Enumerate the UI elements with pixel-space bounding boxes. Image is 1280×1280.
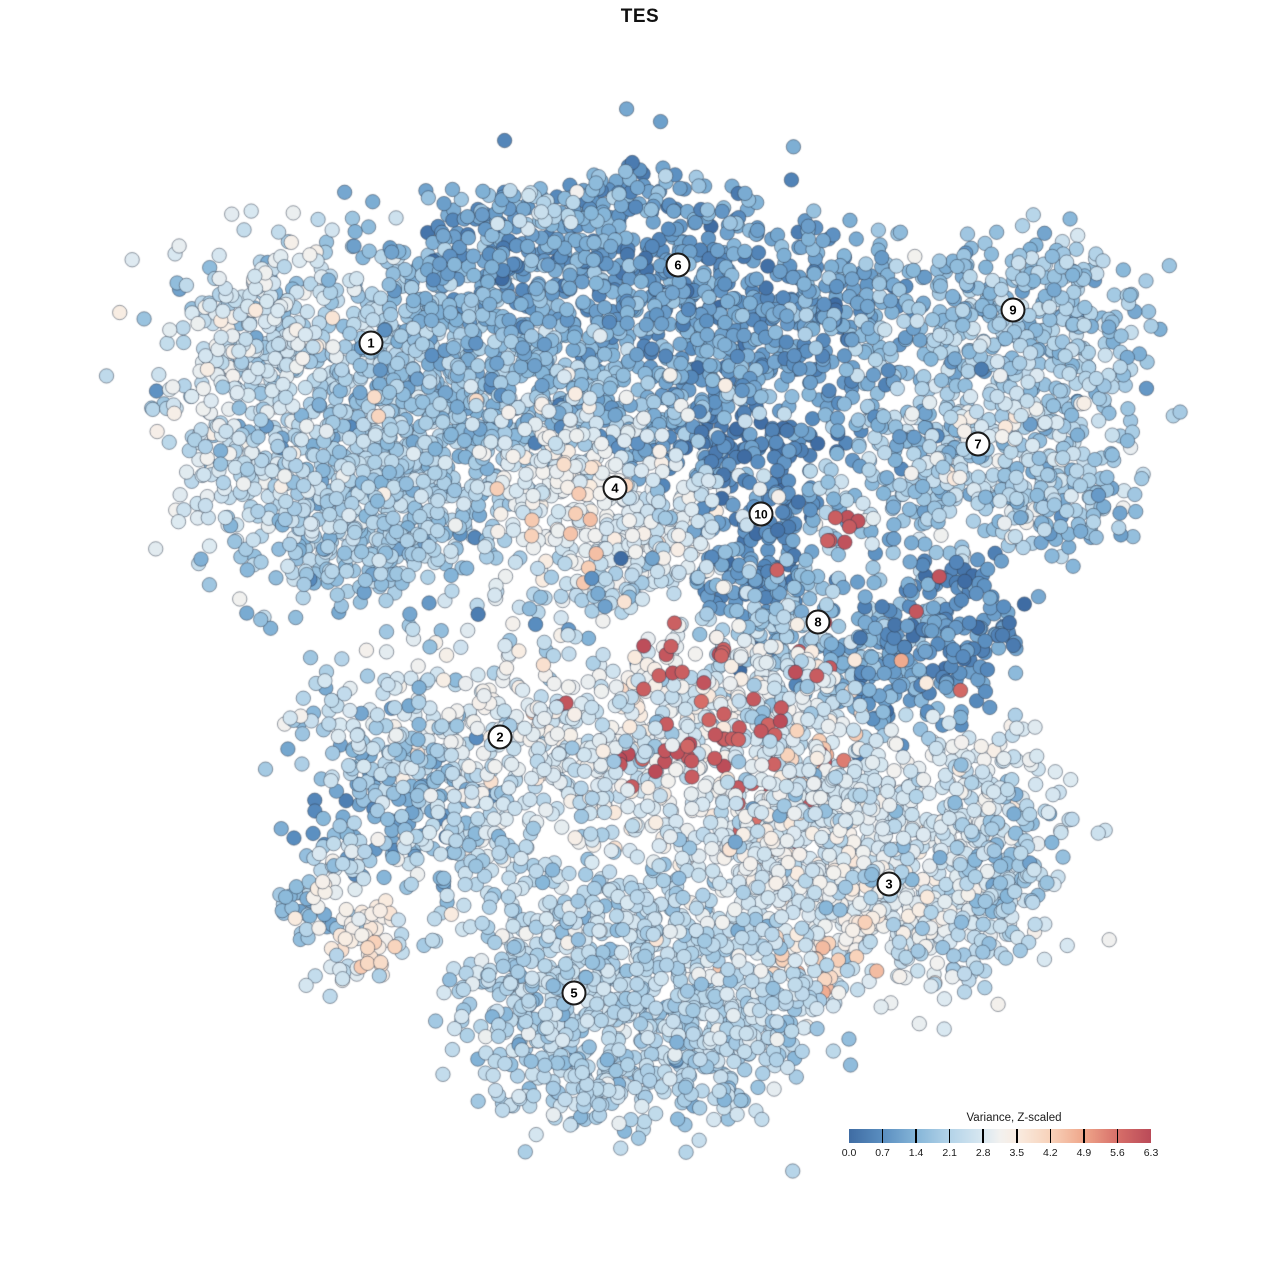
cluster-label-6: 6	[665, 252, 691, 278]
colorbar-tickline	[1116, 1129, 1119, 1143]
colorbar-tickline	[982, 1129, 984, 1143]
colorbar-tickline	[915, 1129, 917, 1143]
cluster-label-4: 4	[602, 475, 628, 501]
colorbar-tick-label: 1.4	[908, 1147, 924, 1159]
colorbar-tickline	[1016, 1129, 1018, 1143]
colorbar-title: Variance, Z-scaled	[966, 1112, 1062, 1124]
colorbar-tick-label: 3.5	[1009, 1147, 1025, 1159]
colorbar-tick-label: 2.1	[942, 1147, 957, 1159]
cluster-label-2: 2	[487, 724, 513, 750]
colorbar-tickline	[1083, 1129, 1085, 1143]
cluster-label-3: 3	[876, 871, 902, 897]
colorbar-gradient	[849, 1129, 1151, 1143]
colorbar-tick-label: 6.3	[1143, 1147, 1159, 1159]
cluster-label-10: 10	[748, 501, 774, 527]
colorbar-tick-label: 4.9	[1076, 1147, 1092, 1159]
colorbar-tick-label: 0.0	[841, 1147, 857, 1159]
colorbar-tickline	[948, 1129, 951, 1143]
cluster-label-9: 9	[1000, 297, 1026, 323]
colorbar-tick-label: 4.2	[1043, 1147, 1058, 1159]
cluster-label-8: 8	[805, 609, 831, 635]
colorbar-tick-label: 2.8	[975, 1147, 991, 1159]
colorbar-tickline	[881, 1129, 884, 1143]
colorbar-tickline	[1049, 1129, 1052, 1143]
cluster-label-5: 5	[561, 980, 587, 1006]
cluster-label-7: 7	[965, 431, 991, 457]
colorbar-tick-labels: 0.0 0.7 1.4 2.1 2.8 3.5 4.2 4.9 5.6 6.3	[842, 1147, 1159, 1161]
colorbar-tick-label: 5.6	[1110, 1147, 1125, 1159]
cluster-label-1: 1	[358, 330, 384, 356]
chart-title: TES	[620, 6, 660, 27]
colorbar-legend: Variance, Z-scaled 0.0 0.7 1.4 2.1 2.8 3.5 4.2…	[842, 1112, 1159, 1161]
colorbar-tick-label: 0.7	[875, 1147, 890, 1159]
